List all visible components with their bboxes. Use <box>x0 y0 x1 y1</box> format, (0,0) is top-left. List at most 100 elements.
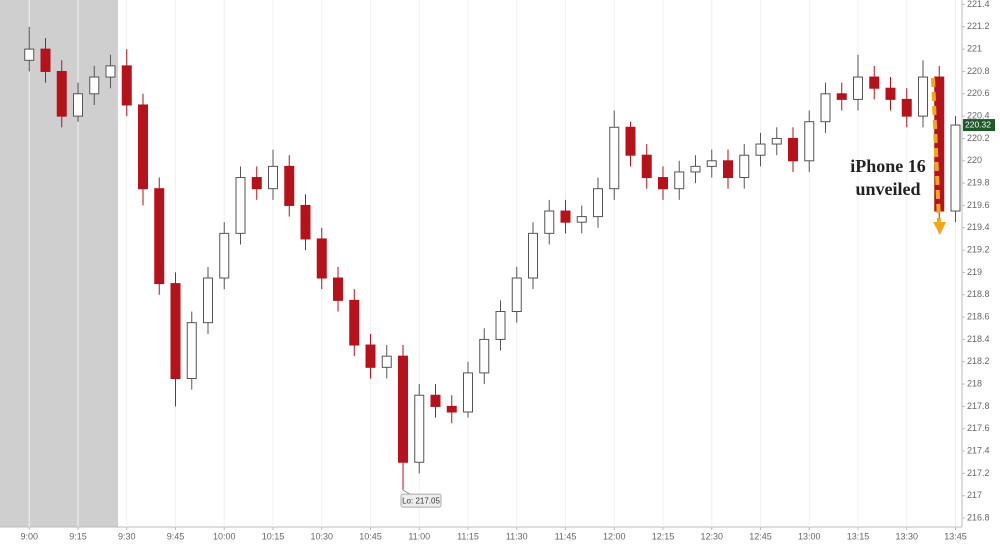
x-tick-label: 12:00 <box>603 531 626 541</box>
candle-body <box>723 160 733 179</box>
candle-body <box>641 154 652 179</box>
arrow-head <box>933 222 946 235</box>
low-marker-box <box>400 493 442 508</box>
candle-body <box>316 238 327 279</box>
candle-body <box>89 76 100 95</box>
candle-body <box>56 70 67 117</box>
candle-body <box>268 165 278 190</box>
x-tick-label: 11:30 <box>506 531 528 541</box>
candle-body <box>560 210 571 223</box>
arrow <box>931 77 941 223</box>
y-tick-label: 220.2 <box>967 133 990 143</box>
candle-body <box>918 76 928 117</box>
x-tick-label: 10:15 <box>262 531 285 541</box>
candle-body <box>446 405 457 413</box>
candle-body <box>24 48 35 61</box>
candle-body <box>901 98 912 117</box>
candle-body <box>755 143 766 156</box>
candle-body <box>463 372 473 413</box>
candle-body <box>333 277 343 301</box>
candle-body <box>398 355 408 463</box>
candle-body <box>219 232 230 279</box>
candle-body <box>121 65 132 106</box>
candle-body <box>544 210 555 234</box>
candle-body <box>300 204 311 240</box>
candle-body <box>674 171 685 190</box>
candle-body <box>528 232 538 279</box>
candle-body <box>690 165 701 173</box>
y-tick-label: 221 <box>967 44 982 54</box>
candle-body <box>251 177 262 190</box>
candle-body <box>706 160 717 167</box>
candle-body <box>820 93 831 123</box>
x-tick-label: 13:15 <box>847 531 870 541</box>
candle-body <box>73 93 83 117</box>
low-marker-label: Lo: 217.05 <box>402 496 440 505</box>
y-tick-label: 220 <box>967 155 982 165</box>
y-tick-label: 217.8 <box>967 401 990 411</box>
x-tick-label: 10:00 <box>213 531 236 541</box>
y-tick-label: 221.4 <box>967 0 990 9</box>
marks <box>24 0 961 527</box>
x-tick-label: 13:00 <box>798 531 821 541</box>
candle-body <box>235 177 246 234</box>
y-tick-label: 218.2 <box>967 356 990 366</box>
candle-body <box>658 177 668 190</box>
y-tick-label: 217.2 <box>967 468 990 478</box>
candle-body <box>593 188 603 218</box>
candle-body <box>609 126 620 190</box>
candle-body <box>479 338 490 374</box>
candle-body <box>284 165 295 206</box>
candle-body <box>349 299 360 346</box>
y-tick-label: 220.4 <box>967 110 990 120</box>
y-tick-label: 217 <box>967 490 982 500</box>
candle-body <box>950 124 961 212</box>
y-tick-label: 219.8 <box>967 177 990 187</box>
x-tick-label: 10:45 <box>359 531 382 541</box>
x-tick-label: 9:45 <box>167 531 185 541</box>
x-tick-label: 11:45 <box>555 531 577 541</box>
x-tick-label: 11:15 <box>457 531 479 541</box>
candle-body <box>511 277 522 313</box>
x-tick-label: 12:30 <box>700 531 723 541</box>
x-tick-label: 13:30 <box>895 531 918 541</box>
candle-body <box>771 137 782 145</box>
x-tick-label: 9:30 <box>118 531 136 541</box>
candle-body <box>576 216 587 223</box>
y-tick-label: 219.4 <box>967 222 990 232</box>
y-tick-label: 218 <box>967 378 982 388</box>
y-tick-label: 218.8 <box>967 289 990 299</box>
candle-body <box>739 154 750 179</box>
candle-body <box>788 137 798 162</box>
y-tick-label: 219.6 <box>967 200 990 210</box>
y-tick-label: 216.8 <box>967 512 990 522</box>
candle-body <box>869 76 880 89</box>
candle-body <box>40 48 51 72</box>
candle-body <box>885 87 896 100</box>
candle-body <box>804 121 815 162</box>
candle-body <box>105 65 116 78</box>
y-tick-label: 217.4 <box>967 445 990 455</box>
y-tick-label: 219.2 <box>967 244 990 254</box>
y-tick-label: 220.6 <box>967 88 990 98</box>
last-price-box <box>963 119 995 132</box>
y-tick-label: 218.4 <box>967 334 990 344</box>
x-tick-label: 10:30 <box>310 531 333 541</box>
y-tick-label: 220.8 <box>967 66 990 76</box>
candle-body <box>203 277 213 324</box>
y-tick-label: 221.2 <box>967 21 990 31</box>
candle-body <box>365 344 376 368</box>
x-tick-label: 9:15 <box>69 531 87 541</box>
candle-body <box>853 76 863 100</box>
candle-body <box>495 311 506 340</box>
annotation: unveiled <box>855 179 920 199</box>
y-tick-label: 217.6 <box>967 423 990 433</box>
x-tick-label: 9:00 <box>20 531 38 541</box>
x-tick-label: 11:00 <box>408 531 430 541</box>
candle-body <box>138 104 148 190</box>
x-tick-label: 12:45 <box>749 531 772 541</box>
candle-body <box>381 355 392 368</box>
candle-body <box>430 394 441 407</box>
